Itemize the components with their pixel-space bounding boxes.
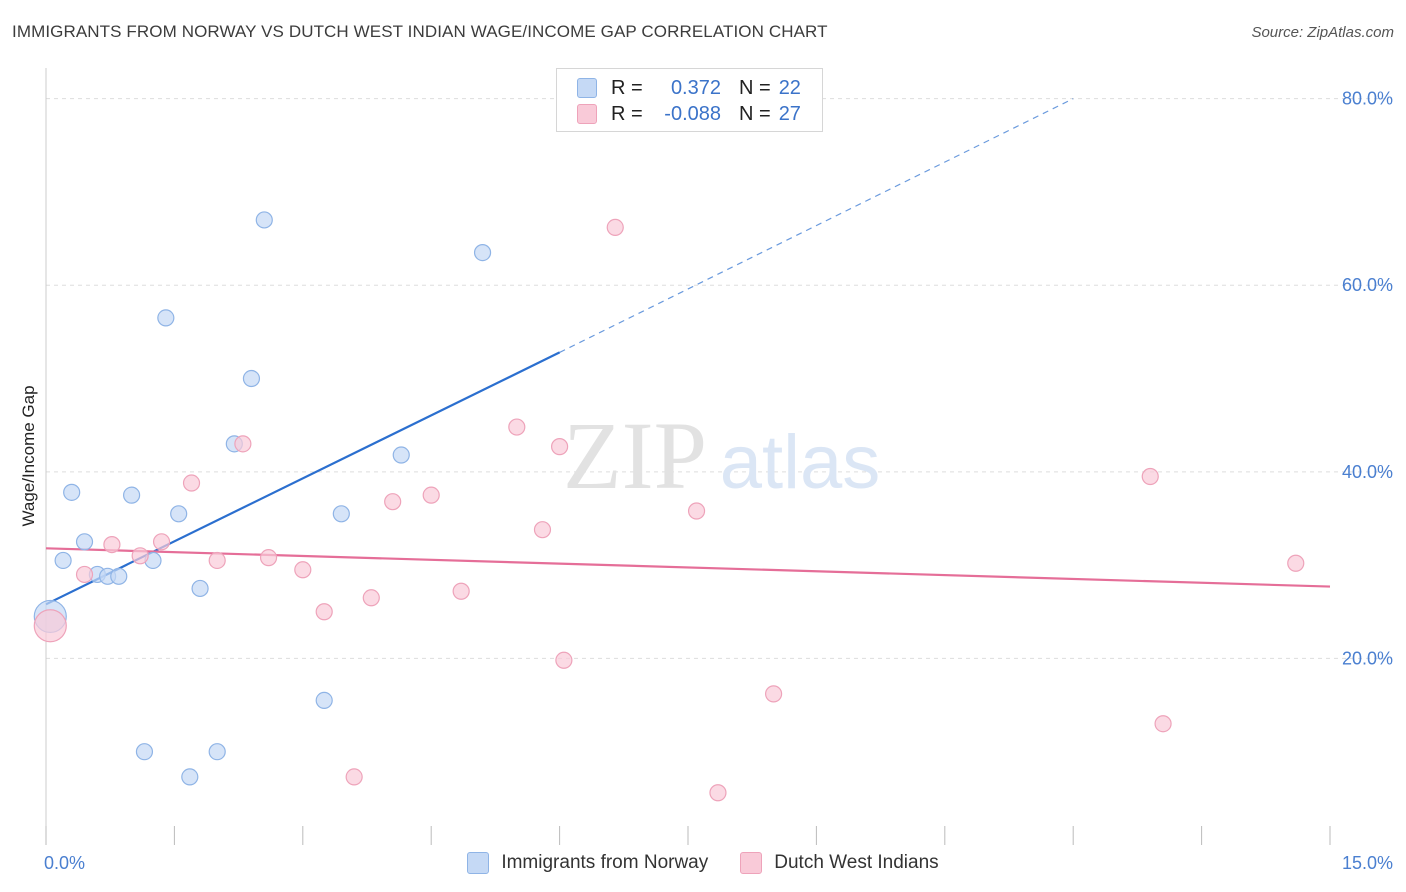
y-tick-label: 20.0% [1342,648,1393,668]
norway-point [191,579,209,598]
legend-row-dutch-west-indians: R = -0.088 N = 27 [577,101,801,127]
x-tick-label: 15.0% [1342,853,1393,873]
legend-item-norway: Immigrants from Norway [467,852,708,874]
norway-trend-extension [559,98,1074,353]
dutch-west-indians-point [315,603,333,621]
tick-labels: 20.0% 40.0% 60.0% 80.0% 0.0% 15.0% [44,89,1393,873]
legend-r-label: R = [611,76,643,99]
legend-n-value: 27 [778,102,801,125]
dutch-west-indians-point [550,438,569,456]
dutch-west-indians-point [103,535,121,554]
dutch-west-indians-point [33,609,67,643]
legend-n-value: 22 [778,76,801,99]
watermark: ZIP atlas [563,402,880,509]
dutch-west-indians-point [606,218,624,237]
dutch-west-indians-point [508,418,526,436]
dutch-west-indians-point [555,651,573,669]
series-legend: Immigrants from Norway Dutch West Indian… [0,852,1406,874]
norway-point [208,743,226,761]
legend-swatch-blue [577,78,597,98]
gridlines [46,98,1392,659]
y-axis-label: Wage/Income Gap [19,385,38,526]
dutch-west-indians-point [75,565,94,584]
legend-row-norway: R = 0.372 N = 22 [577,75,801,101]
correlation-legend: R = 0.372 N = 22 R = -0.088 N = 27 [556,68,823,132]
dutch-west-indians-point [182,474,201,492]
norway-point [315,691,333,709]
norway-point [255,211,273,229]
watermark-atlas: atlas [720,420,881,505]
data-points [33,211,1305,802]
dutch-west-indians-point [764,685,783,703]
dutch-west-indians-point [687,502,706,520]
legend-n-label: N = [739,102,771,125]
y-tick-label: 80.0% [1342,89,1393,109]
norway-point [242,369,261,388]
legend-r-value: -0.088 [664,102,721,125]
dutch-west-indians-point [1141,467,1159,486]
norway-point [181,768,199,786]
source-credit: Source: ZipAtlas.com [1251,24,1394,41]
dutch-west-indians-point [422,486,440,504]
chart-title: IMMIGRANTS FROM NORWAY VS DUTCH WEST IND… [12,22,828,41]
legend-r-label: R = [611,102,643,125]
dutch-west-indians-point [345,768,363,786]
legend-swatch-pink [740,852,763,874]
legend-n-label: N = [739,76,771,99]
dutch-west-indians-point [1154,715,1172,733]
legend-item-dutch-west-indians: Dutch West Indians [740,852,939,874]
norway-point [54,551,72,570]
y-tick-label: 60.0% [1342,275,1393,295]
dutch-west-indians-point [152,533,171,551]
legend-label-dutch-west-indians: Dutch West Indians [774,852,939,873]
norway-trend-line [45,351,561,606]
dutch-west-indians-point [208,551,226,570]
norway-point [123,486,141,504]
legend-r-value: 0.372 [670,76,721,99]
norway-point [75,533,94,551]
trend-lines [45,98,1331,606]
dutch-west-indians-point [533,521,552,539]
watermark-zip: ZIP [563,402,707,509]
dutch-west-indians-point [362,589,380,607]
axes [45,68,1331,845]
dutch-west-indians-point [384,493,402,511]
y-tick-label: 40.0% [1342,462,1393,482]
legend-swatch-blue [467,852,490,874]
dutch-west-indians-point [452,582,470,600]
norway-point [110,567,128,585]
legend-swatch-pink [577,104,597,124]
dutch-west-indians-point [131,547,149,565]
norway-point [135,743,154,761]
dutch-west-indians-point [294,561,312,579]
norway-point [157,309,175,327]
norway-point [170,505,188,523]
norway-point [392,446,410,464]
dutch-west-indians-point [259,549,278,567]
dutch-west-indians-trend-line [45,547,1331,588]
legend-label-norway: Immigrants from Norway [501,852,709,873]
norway-point [332,505,350,523]
dutch-west-indians-point [234,435,252,453]
dutch-west-indians-point [709,784,727,802]
norway-point [473,243,492,262]
x-tick-label: 0.0% [44,853,85,873]
dutch-west-indians-point [1287,554,1305,572]
norway-point [63,483,81,501]
